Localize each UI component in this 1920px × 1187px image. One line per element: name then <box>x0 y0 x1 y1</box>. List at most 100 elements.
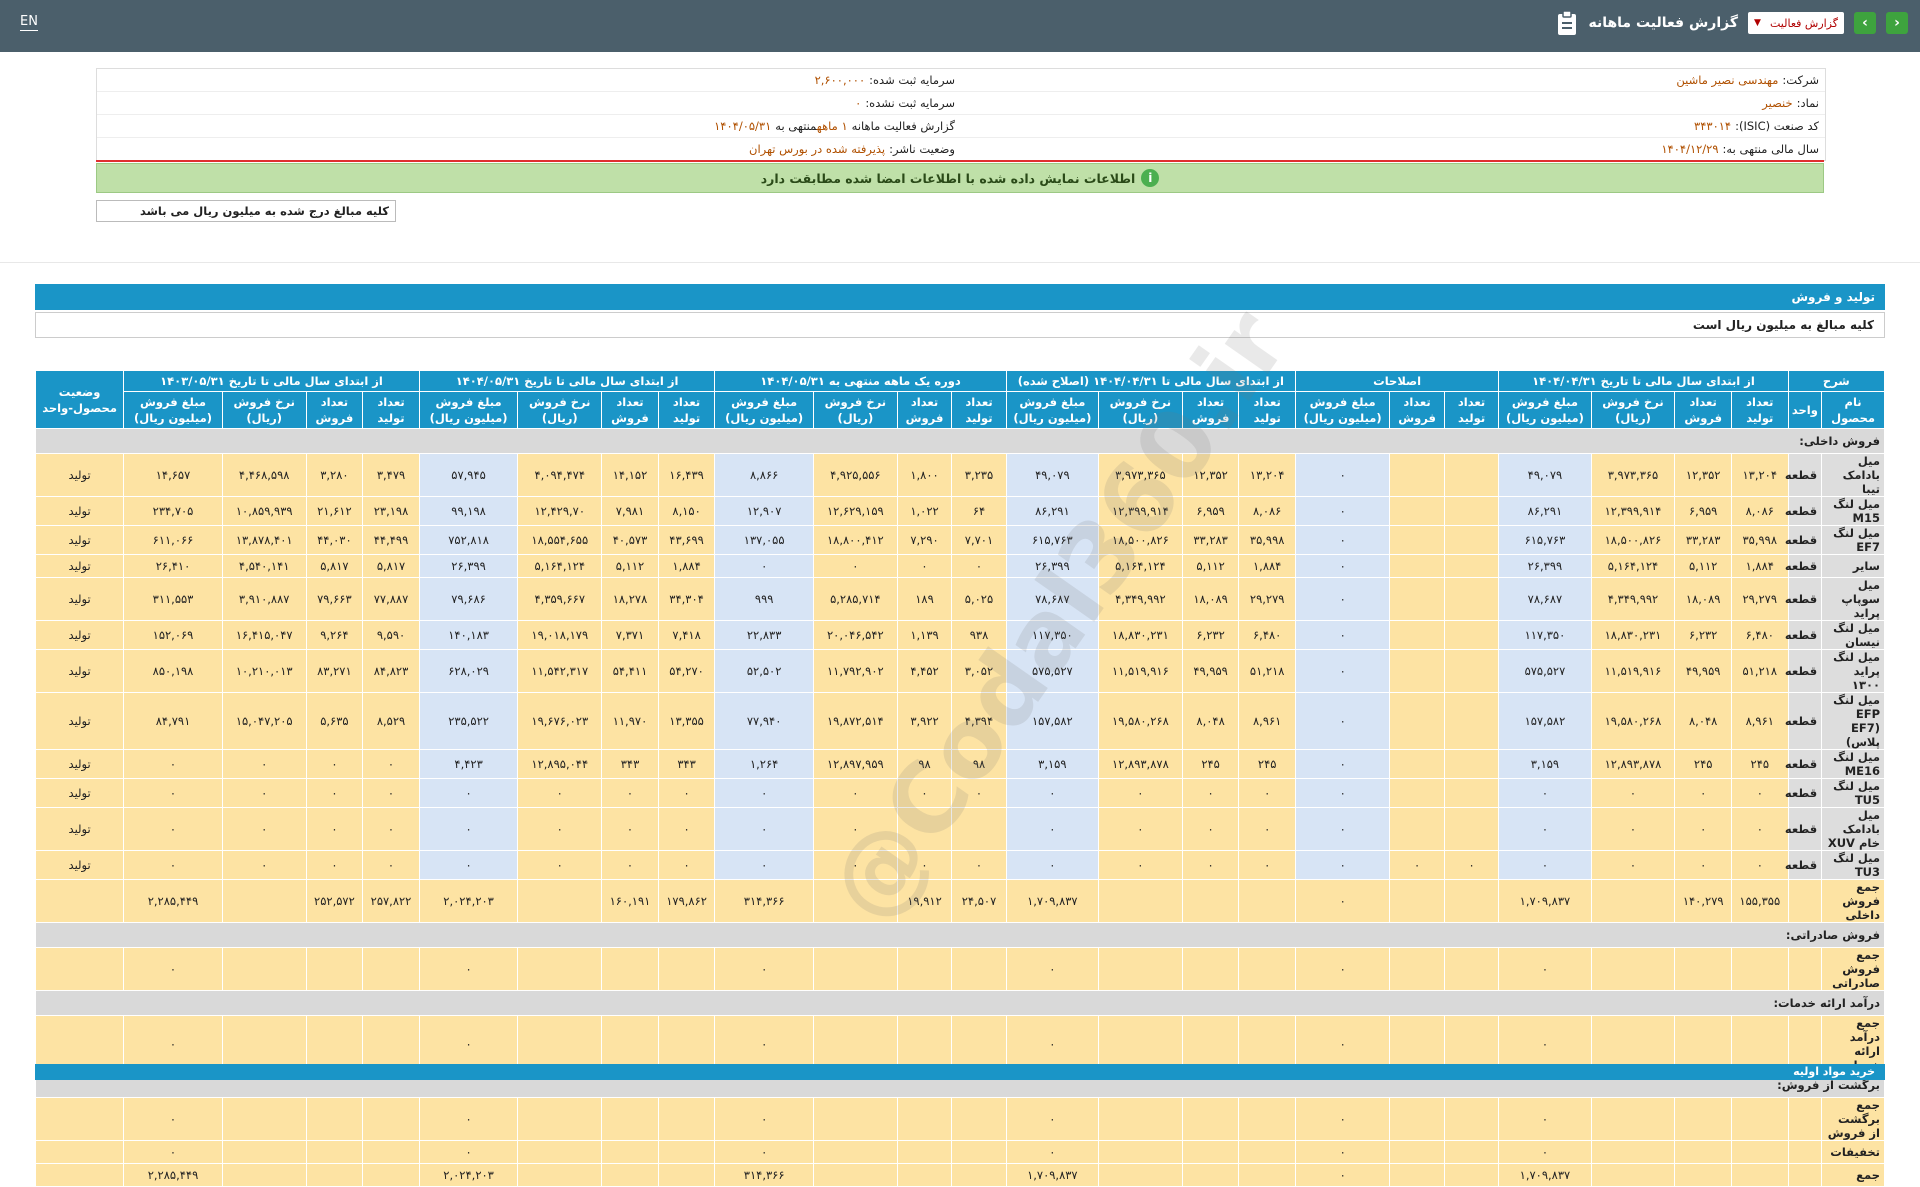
table-cell: ۲۳۵,۵۲۲ <box>418 692 519 750</box>
table-cell: ۰ <box>1238 850 1296 880</box>
column-header: مبلغ فروش (میلیون ریال) <box>1294 391 1391 429</box>
table-cell <box>1590 1140 1676 1164</box>
table-cell: ۱۳,۸۷۸,۴۰۱ <box>221 525 307 555</box>
table-cell: ۴۴,۴۹۹ <box>362 525 420 555</box>
info-row: شرکت:مهندسی نصیر ماشین سرمایه ثبت شده:۲,… <box>97 69 1825 92</box>
table-cell: ۳۴,۳۰۴ <box>657 577 716 621</box>
table-cell: ۴۹,۹۵۹ <box>1181 649 1240 693</box>
grand-total-row: جمع ۱,۷۰۹,۸۳۷ ۰ ۱,۷۰۹,۸۳۷ ۳۱۴,۳۶۶ ۲,۰۲۴,۲۰۳ ۲,… <box>34 1163 1885 1187</box>
table-cell: ۵۷,۹۴۵ <box>418 453 519 497</box>
table-cell: ۳۱۱,۵۵۳ <box>123 577 223 621</box>
table-cell: ۰ <box>517 850 603 880</box>
table-cell: ۰ <box>1730 778 1789 808</box>
table-cell <box>951 807 1007 851</box>
table-cell: ۰ <box>305 778 364 808</box>
table-cell: ۹۹۹ <box>714 577 814 621</box>
column-header: تعداد تولید <box>951 391 1007 429</box>
table-cell <box>305 947 364 991</box>
table-cell: ۱۶,۴۳۹ <box>657 453 716 497</box>
group-header-row: شرح از ابتدای سال مالی تا تاریخ ۱۴۰۴/۰۴/… <box>34 370 1886 429</box>
table-cell: ۲۱,۶۱۲ <box>305 496 364 526</box>
table-cell: ۱۸,۸۳۰,۲۳۱ <box>1097 620 1183 650</box>
table-cell <box>1389 692 1445 750</box>
language-switch[interactable]: EN <box>20 14 38 31</box>
table-cell: ۰ <box>1097 850 1183 880</box>
table-cell: ۰ <box>418 1140 519 1164</box>
column-header: مبلغ فروش (میلیون ریال) <box>123 391 223 429</box>
table-cell: ۰ <box>305 807 364 851</box>
table-cell: ۱,۷۰۹,۸۳۷ <box>1498 1163 1592 1187</box>
table-cell: ۱,۸۰۰ <box>896 453 953 497</box>
table-cell: ۰ <box>1294 778 1391 808</box>
table-cell: ۰ <box>123 1097 223 1141</box>
table-cell: ۱۱۷,۳۵۰ <box>1005 620 1099 650</box>
table-cell: ۰ <box>714 1015 814 1073</box>
table-cell: ۸,۹۶۱ <box>1238 692 1296 750</box>
report-label: گزارش فعالیت ماهانه <box>851 119 955 133</box>
table-cell: ۵,۰۲۵ <box>951 577 1007 621</box>
table-cell: ۱,۷۰۹,۸۳۷ <box>1005 879 1099 923</box>
category-label: فروش صادراتی: <box>35 922 1885 948</box>
discount-row: تخفیفات ۰ ۰ ۰ ۰ ۰ ۰ <box>34 1140 1885 1164</box>
table-cell: ۲۴,۵۰۷ <box>951 879 1007 923</box>
table-cell: ۲۲,۸۳۳ <box>714 620 814 650</box>
table-cell: ۶۱۵,۷۶۳ <box>1498 525 1592 555</box>
table-cell <box>812 1163 898 1187</box>
product-status: تولید <box>34 453 125 497</box>
table-cell: ۰ <box>1294 496 1391 526</box>
table-cell: ۰ <box>362 807 420 851</box>
table-cell: ۰ <box>1181 850 1240 880</box>
next-report-button[interactable]: › <box>1854 12 1876 34</box>
section-note: کلیه مبالغ به میلیون ریال است <box>35 312 1885 338</box>
table-cell <box>1389 947 1445 991</box>
product-status <box>34 879 125 923</box>
previous-report-button[interactable]: ‹ <box>1886 12 1908 34</box>
table-cell: ۵۴,۲۷۰ <box>657 649 716 693</box>
table-cell: ۶,۲۳۲ <box>1674 620 1732 650</box>
table-cell: ۱۴۰,۲۷۹ <box>1674 879 1732 923</box>
table-cell <box>221 1163 307 1187</box>
table-cell: ۰ <box>1005 778 1099 808</box>
table-cell <box>362 947 420 991</box>
table-cell: ۴۰,۵۷۳ <box>601 525 659 555</box>
table-cell: ۲۶,۴۱۰ <box>123 554 223 578</box>
table-cell: ۲۵۷,۸۲۲ <box>362 879 420 923</box>
table-cell <box>1443 749 1500 779</box>
table-cell <box>657 1140 716 1164</box>
table-cell: ۱,۸۸۴ <box>1730 554 1789 578</box>
column-header: نرخ فروش (ریال) <box>517 391 603 429</box>
report-type-select[interactable]: گزارش فعالیت ▼ <box>1748 12 1844 34</box>
column-header: تعداد فروش <box>1181 391 1240 429</box>
product-status <box>34 1140 125 1164</box>
column-header: تعداد تولید <box>362 391 420 429</box>
table-row: سایر قطعه ۱,۸۸۴ ۵,۱۱۲ ۵,۱۶۴,۱۲۴ ۲۶,۳۹۹ ۰ ۱,۸۸۴ ۵… <box>34 554 1885 578</box>
table-cell: ۱۸,۰۸۹ <box>1181 577 1240 621</box>
table-cell: ۲,۰۲۴,۲۰۳ <box>418 1163 519 1187</box>
table-cell: ۰ <box>1294 453 1391 497</box>
table-cell <box>1181 1163 1240 1187</box>
table-cell <box>896 947 953 991</box>
table-cell <box>1097 1140 1183 1164</box>
table-cell: ۱۴,۱۵۲ <box>601 453 659 497</box>
group-header: از ابتدای سال مالی تا تاریخ ۱۴۰۴/۰۵/۳۱ <box>418 370 716 392</box>
table-cell: ۵,۱۱۲ <box>1674 554 1732 578</box>
table-cell: ۱۲,۸۹۳,۸۷۸ <box>1097 749 1183 779</box>
table-cell: ۰ <box>714 778 814 808</box>
table-cell: ۳,۲۳۵ <box>951 453 1007 497</box>
table-cell: ۱۹,۵۸۰,۲۶۸ <box>1097 692 1183 750</box>
table-cell: ۰ <box>123 1015 223 1073</box>
table-cell: ۰ <box>812 778 898 808</box>
product-unit <box>1787 947 1823 991</box>
registered-capital-value: ۲,۶۰۰,۰۰۰ <box>814 73 866 87</box>
column-header: نرخ فروش (ریال) <box>812 391 898 429</box>
table-cell: ۱۵۷,۵۸۲ <box>1005 692 1099 750</box>
table-row: میل لنگ نیسان قطعه ۶,۴۸۰ ۶,۲۳۲ ۱۸,۸۳۰,۲۳۱ ۱۱۷… <box>34 620 1885 650</box>
table-cell <box>517 947 603 991</box>
table-cell: ۸۶,۲۹۱ <box>1498 496 1592 526</box>
table-cell: ۷,۴۱۸ <box>657 620 716 650</box>
table-cell <box>1097 879 1183 923</box>
table-cell: ۱,۸۸۴ <box>657 554 716 578</box>
table-cell: ۳۳,۲۸۳ <box>1674 525 1732 555</box>
table-cell <box>1443 879 1500 923</box>
column-header: تعداد فروش <box>305 391 364 429</box>
